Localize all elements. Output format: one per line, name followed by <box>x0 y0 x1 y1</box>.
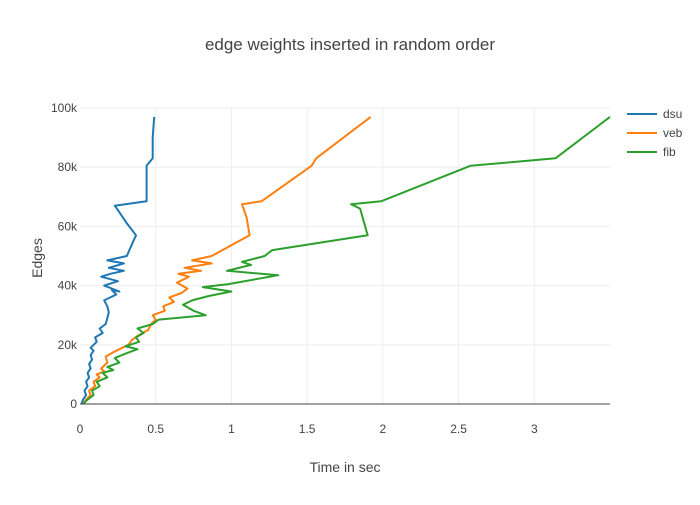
legend-label: veb <box>663 126 683 140</box>
legend[interactable]: dsu veb fib <box>627 107 683 159</box>
y-tick-label: 20k <box>58 338 78 352</box>
x-tick-label: 0.5 <box>147 422 164 436</box>
x-tick-label: 2.5 <box>450 422 467 436</box>
y-tick-label: 100k <box>51 101 78 115</box>
x-tick-label: 2 <box>380 422 387 436</box>
y-axis-title: Edges <box>29 238 45 278</box>
x-tick-label: 1.5 <box>299 422 316 436</box>
y-tick-label: 80k <box>58 160 78 174</box>
chart-title: edge weights inserted in random order <box>205 35 495 54</box>
x-tick-label: 3 <box>531 422 538 436</box>
series-layer <box>80 116 611 405</box>
series-line-fib[interactable] <box>82 116 611 405</box>
series-line-veb[interactable] <box>82 116 372 405</box>
x-axis-title: Time in sec <box>309 459 380 475</box>
grid-layer <box>80 107 610 404</box>
x-tick-label: 0 <box>77 422 84 436</box>
legend-label: dsu <box>663 107 682 121</box>
x-tick-label: 1 <box>228 422 235 436</box>
y-tick-label: 60k <box>58 219 78 233</box>
series-line-dsu[interactable] <box>80 116 156 405</box>
legend-label: fib <box>663 145 676 159</box>
y-tick-label: 40k <box>58 279 78 293</box>
legend-item-fib[interactable]: fib <box>627 145 676 159</box>
legend-item-dsu[interactable]: dsu <box>627 107 682 121</box>
legend-item-veb[interactable]: veb <box>627 126 683 140</box>
axis-layer: 0 0.5 1 1.5 2 2.5 3 0 20k 40k 60k 80k 100k <box>51 101 610 436</box>
y-tick-label: 0 <box>70 397 77 411</box>
